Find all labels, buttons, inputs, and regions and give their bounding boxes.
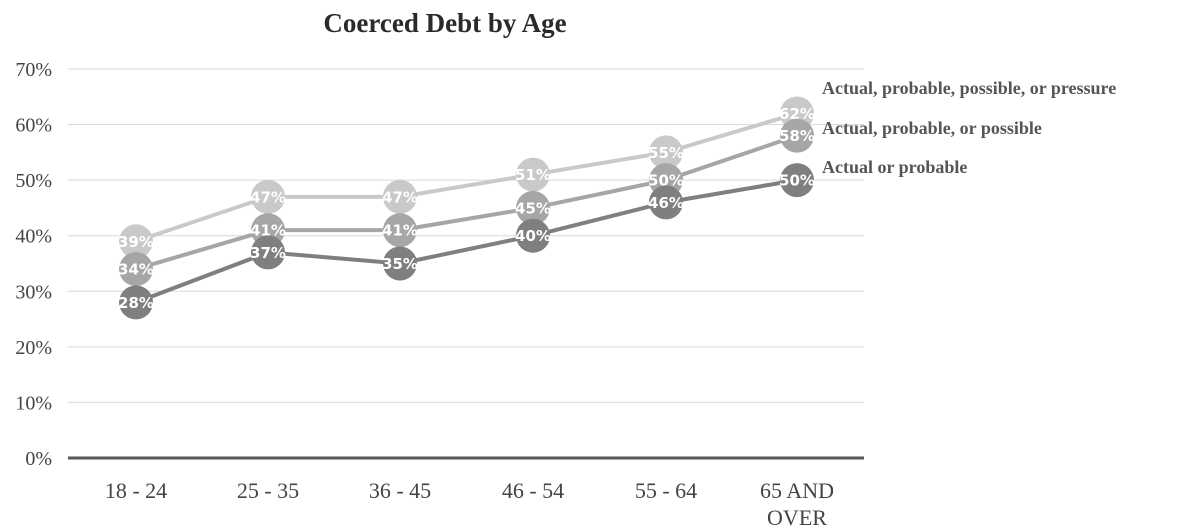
data-label: 50% bbox=[648, 172, 684, 190]
data-label: 46% bbox=[648, 194, 684, 212]
y-tick-label: 0% bbox=[25, 448, 52, 470]
data-label: 55% bbox=[648, 144, 684, 162]
data-label: 47% bbox=[382, 188, 418, 206]
data-point bbox=[516, 157, 550, 192]
series-label: Actual, probable, possible, or pressure bbox=[822, 78, 1116, 98]
series-label: Actual or probable bbox=[822, 157, 967, 177]
series-line bbox=[135, 133, 798, 271]
data-point bbox=[383, 213, 417, 248]
data-point bbox=[119, 224, 153, 259]
y-tick-label: 40% bbox=[15, 226, 52, 248]
series-line bbox=[135, 111, 798, 244]
data-label: 37% bbox=[250, 244, 286, 262]
x-tick-label: 18 - 24 bbox=[105, 478, 167, 503]
y-axis: 0% 10% 20% 30% 40% 50% 60% 70% bbox=[15, 59, 52, 470]
y-tick-label: 30% bbox=[15, 281, 52, 303]
data-point bbox=[516, 190, 550, 225]
data-point bbox=[383, 246, 417, 281]
x-tick-label: 65 AND OVER bbox=[760, 478, 834, 530]
x-axis: 18 - 24 25 - 35 36 - 45 46 - 54 55 - 64 65 AN… bbox=[68, 456, 864, 530]
data-point bbox=[119, 252, 153, 287]
series-labels: Actual, probable, possible, or pressure A… bbox=[822, 78, 1116, 177]
data-label: 45% bbox=[515, 199, 551, 217]
data-point bbox=[516, 218, 550, 253]
data-point bbox=[119, 285, 153, 320]
data-label: 39% bbox=[118, 233, 154, 251]
chart-title: Coerced Debt by Age bbox=[323, 8, 566, 38]
data-point bbox=[649, 185, 683, 220]
data-label: 41% bbox=[382, 222, 418, 240]
y-tick-label: 70% bbox=[15, 59, 52, 81]
x-tick-label: 25 - 35 bbox=[237, 478, 299, 503]
data-label: 58% bbox=[779, 127, 815, 145]
data-point bbox=[780, 163, 814, 198]
data-label: 34% bbox=[118, 261, 154, 279]
gridlines bbox=[68, 68, 864, 403]
data-point bbox=[251, 235, 285, 270]
data-point bbox=[383, 179, 417, 214]
data-points: 39% 47% 47% 51% 55% 62% 34% 41% 41% 45% 50% 58% 28% 3… bbox=[118, 96, 815, 320]
data-label: 51% bbox=[515, 166, 551, 184]
data-point bbox=[251, 179, 285, 214]
y-tick-label: 10% bbox=[15, 392, 52, 414]
data-label: 40% bbox=[515, 227, 551, 245]
x-tick-label: 36 - 45 bbox=[369, 478, 431, 503]
data-label: 47% bbox=[250, 188, 286, 206]
data-label: 35% bbox=[382, 255, 418, 273]
data-label: 41% bbox=[250, 222, 286, 240]
data-label: 62% bbox=[779, 105, 815, 123]
data-point bbox=[780, 118, 814, 153]
data-label: 50% bbox=[779, 172, 815, 190]
x-tick-label: 55 - 64 bbox=[635, 478, 697, 503]
data-label: 28% bbox=[118, 294, 154, 312]
series-label: Actual, probable, or possible bbox=[822, 118, 1042, 138]
x-tick-label: 46 - 54 bbox=[502, 478, 564, 503]
series-lines bbox=[135, 111, 798, 305]
y-tick-label: 20% bbox=[15, 337, 52, 359]
y-tick-label: 60% bbox=[15, 115, 52, 137]
data-point bbox=[649, 135, 683, 170]
series-line bbox=[135, 178, 798, 305]
y-tick-label: 50% bbox=[15, 170, 52, 192]
